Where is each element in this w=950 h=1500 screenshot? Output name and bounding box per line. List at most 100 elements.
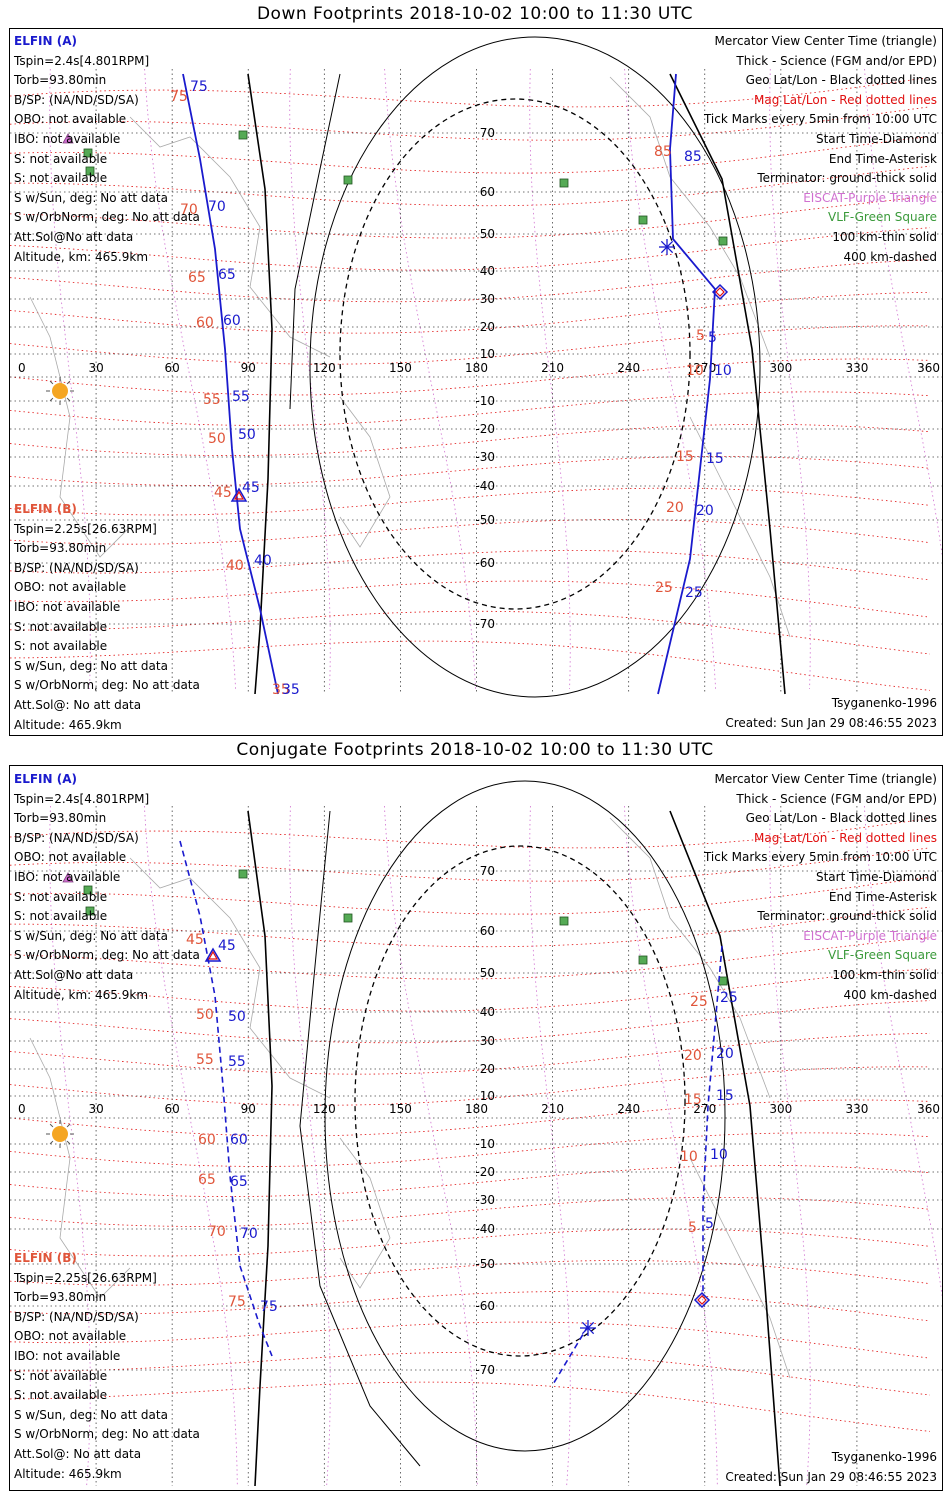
sun-ray <box>49 397 54 402</box>
mag-lat-line <box>10 77 931 108</box>
top-sat-b-line: Tspin=2.25s[26.63RPM] <box>14 521 157 536</box>
footprint-100km-oval <box>309 36 761 698</box>
lat-tick-label: 20 <box>480 1062 495 1076</box>
top-sat-b-line: OBO: not available <box>14 580 127 595</box>
start-time-diamond-icon <box>693 1291 711 1309</box>
lon-tick-label: 180 <box>465 1102 488 1116</box>
sun-ray <box>49 1123 54 1128</box>
mag-lat-line <box>10 550 931 581</box>
mag-lat-line <box>10 640 931 691</box>
top-sat-b-info: ELFIN (B) Tspin=2.25s[26.63RPM] Torb=93.… <box>14 500 200 735</box>
mag-lat-line <box>10 968 931 1012</box>
coastline <box>339 1137 391 1289</box>
lat-tick-label: 40 <box>480 1005 495 1019</box>
top-sat-b-line: Torb=93.80min <box>14 541 107 556</box>
track-tick-label-blue: 55 <box>228 1054 246 1070</box>
track-tick-label-blue: 10 <box>714 363 732 379</box>
mag-lon-line <box>384 805 478 1487</box>
track-tick-label-blue: 25 <box>720 990 738 1006</box>
track-tick-label-orange: 10 <box>680 1149 698 1165</box>
mag-lat-line <box>10 227 931 271</box>
sun-disk <box>52 383 68 399</box>
terminator-line <box>669 810 781 1487</box>
lat-tick-label: -20 <box>475 1165 495 1179</box>
lon-tick-label: 360 <box>917 361 940 375</box>
track-tick-label-orange: 70 <box>208 1224 226 1240</box>
start-time-diamond-inner-icon <box>697 1295 707 1305</box>
legend-item: Tick Marks every 5min from 10:00 UTC <box>703 112 937 127</box>
mag-lat-line <box>10 358 931 396</box>
lon-tick-label: 90 <box>241 361 256 375</box>
footprint-400km-oval <box>339 98 691 610</box>
mag-lat-line <box>10 291 931 334</box>
top-sat-a-line: Torb=93.80min <box>14 73 107 88</box>
mag-lat-line <box>10 1228 931 1257</box>
track-tick-label-blue: 60 <box>230 1132 248 1148</box>
lon-tick-label: 240 <box>617 1102 640 1116</box>
sun-ray <box>66 380 71 385</box>
mag-lon-line <box>144 805 238 1487</box>
vlf-station-icon <box>559 916 569 926</box>
bottom-sat-b-line: B/SP: (NA/ND/SD/SA) <box>14 1309 139 1324</box>
top-sat-a-line: Altitude, km: 465.9km <box>14 249 149 264</box>
top-sat-b-line: S w/OrbNorm, deg: No att data <box>14 678 200 693</box>
track-tick-label-blue: 70 <box>240 1226 258 1242</box>
legend-item: EISCAT-Purple Triangle <box>803 928 937 943</box>
track-tick-label-orange: 35 <box>272 682 290 698</box>
coastline <box>129 116 331 358</box>
lon-tick-label: 360 <box>917 1102 940 1116</box>
vlf-station-icon <box>85 906 95 916</box>
track-tick-label-blue: 65 <box>218 267 236 283</box>
coastline <box>689 1157 791 1379</box>
top-sat-a-line: S w/OrbNorm, deg: No att data <box>14 210 200 225</box>
lat-tick-label: 60 <box>480 185 495 199</box>
lon-tick-label: 210 <box>541 1102 564 1116</box>
track-tick-label-blue: 40 <box>254 553 272 569</box>
bottom-sat-b-line: S: not available <box>14 1368 108 1383</box>
track-tick-label-orange: 65 <box>198 1172 216 1188</box>
legend-item: VLF-Green Square <box>828 210 937 225</box>
vlf-station-icon <box>238 130 248 140</box>
top-sat-b-line: S: not available <box>14 619 108 634</box>
lat-tick-label: -20 <box>475 422 495 436</box>
lon-tick-label: 300 <box>769 1102 792 1116</box>
terminator-thin-line <box>289 73 341 410</box>
mag-lat-line <box>10 937 931 980</box>
track-tick-label-blue: 15 <box>706 451 724 467</box>
mag-lat-line <box>10 610 931 655</box>
top-sat-b-line: S w/Sun, deg: No att data <box>14 658 168 673</box>
start-time-diamond-icon <box>711 283 729 301</box>
track-tick-label-orange: 15 <box>676 449 694 465</box>
lon-tick-label: 30 <box>88 361 103 375</box>
track-tick-label-orange: 45 <box>214 485 232 501</box>
bottom-sat-a-line: Att.Sol@No att data <box>14 967 134 982</box>
mag-lon-line <box>624 805 718 1487</box>
vlf-station-icon <box>638 215 648 225</box>
track-tick-label-orange: 60 <box>196 315 214 331</box>
track-tick-label-orange: 50 <box>208 431 226 447</box>
bottom-sat-a-line: B/SP: (NA/ND/SD/SA) <box>14 830 139 845</box>
bottom-sat-b-line: OBO: not available <box>14 1329 127 1344</box>
top-sat-b-line: Att.Sol@: No att data <box>14 697 142 712</box>
legend-item: Start Time-Diamond <box>815 869 937 884</box>
track-tick-label-orange: 40 <box>226 558 244 574</box>
mag-lat-line <box>10 423 931 457</box>
top-model-label: Tsyganenko-1996 <box>831 696 937 710</box>
top-sat-b-name: ELFIN (B) <box>14 502 77 516</box>
terminator-line <box>669 73 786 695</box>
mag-lat-line <box>10 487 931 516</box>
bottom-sat-b-line: S w/OrbNorm, deg: No att data <box>14 1427 200 1442</box>
coastline <box>689 416 791 638</box>
mag-lat-line <box>10 519 931 545</box>
mag-lon-line <box>529 805 571 1487</box>
lat-tick-label: -70 <box>475 617 495 631</box>
track-tick-label-blue: 25 <box>685 585 703 601</box>
top-sat-a-line: IBO: not available <box>14 131 121 146</box>
lat-tick-label: 40 <box>480 264 495 278</box>
lat-tick-label: -10 <box>475 394 495 408</box>
legend-item: Geo Lat/Lon - Black dotted lines <box>745 811 937 826</box>
coastline <box>609 76 771 358</box>
legend-item: 100 km-thin solid <box>832 229 937 244</box>
vlf-station-icon <box>343 913 353 923</box>
bottom-legend: Mercator View Center Time (triangle) Thi… <box>704 770 937 1005</box>
